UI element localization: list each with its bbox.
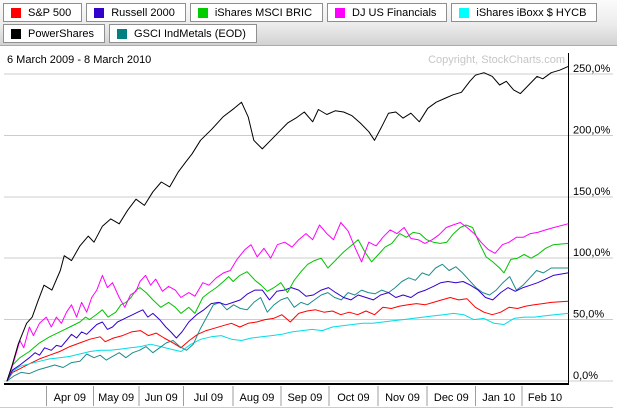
- month-label-feb-10: Feb 10: [528, 392, 562, 404]
- legend-item-label: iShares MSCI BRIC: [214, 6, 313, 19]
- legend-swatch-s-p-500: [11, 7, 21, 18]
- date-range-label: 6 March 2009 - 8 March 2010: [7, 54, 152, 66]
- legend-swatch-russell-2000: [94, 7, 105, 18]
- legend-strip: S&P 500 Russell 2000 iShares MSCI BRIC DJ U…: [0, 0, 617, 46]
- legend-swatch-powershares: [11, 28, 21, 39]
- copyright-label: Copyright, StockCharts.com: [428, 54, 565, 66]
- series-line-s-p-500: [6, 297, 569, 382]
- month-label-nov-09: Nov 09: [385, 392, 420, 404]
- series-line-gsci-indmetals-eod: [6, 263, 569, 382]
- y-tick-label-200: 200,0%: [573, 124, 611, 136]
- legend-item-ishares-iboxx-hycb[interactable]: iShares iBoxx $ HYCB: [451, 3, 598, 22]
- y-tick-label-50: 50,0%: [573, 309, 604, 321]
- month-label-oct-09: Oct 09: [337, 392, 369, 404]
- y-tick-label-100: 100,0%: [573, 247, 611, 259]
- legend-row-1: S&P 500 Russell 2000 iShares MSCI BRIC DJ U…: [3, 3, 617, 24]
- series-line-powershares: [6, 66, 569, 382]
- month-label-jan-10: Jan 10: [482, 392, 515, 404]
- series-line-russell-2000: [6, 272, 569, 382]
- month-label-sep-09: Sep 09: [287, 392, 322, 404]
- legend-swatch-gsci-indmetals-eod: [117, 28, 128, 39]
- legend-item-label: DJ US Financials: [352, 6, 437, 19]
- month-label-apr-09: Apr 09: [54, 392, 86, 404]
- legend-item-label: Russell 2000: [111, 6, 175, 19]
- y-tick-label-250: 250,0%: [573, 63, 611, 75]
- legend-item-s-p-500[interactable]: S&P 500: [3, 3, 83, 22]
- legend-item-label: iShares iBoxx $ HYCB: [476, 6, 587, 19]
- month-label-may-09: May 09: [98, 392, 134, 404]
- y-tick-label-150: 150,0%: [573, 186, 611, 198]
- legend-item-dj-us-financials[interactable]: DJ US Financials: [327, 3, 448, 22]
- y-tick-label-0: 0,0%: [573, 370, 598, 382]
- legend-item-russell-2000[interactable]: Russell 2000: [86, 3, 186, 22]
- series-line-dj-us-financials: [6, 222, 569, 382]
- legend-swatch-ishares-iboxx-hycb: [459, 7, 470, 18]
- series-line-ishares-iboxx-hycb: [6, 312, 569, 382]
- legend-swatch-ishares-msci-bric: [197, 7, 208, 18]
- legend-item-ishares-msci-bric[interactable]: iShares MSCI BRIC: [189, 3, 324, 22]
- legend-item-label: S&P 500: [28, 6, 72, 19]
- legend-item-label: GSCI IndMetals (EOD): [134, 27, 246, 40]
- legend-item-gsci-indmetals-eod[interactable]: GSCI IndMetals (EOD): [109, 24, 257, 43]
- month-label-jun-09: Jun 09: [145, 392, 178, 404]
- legend-item-label: PowerShares: [28, 27, 95, 40]
- month-label-aug-09: Aug 09: [239, 392, 274, 404]
- series-line-ishares-msci-bric: [6, 224, 569, 382]
- month-label-jul-09: Jul 09: [194, 392, 223, 404]
- legend-row-2: PowerShares GSCI IndMetals (EOD): [3, 24, 617, 45]
- legend-swatch-dj-us-financials: [335, 7, 346, 18]
- month-label-dec-09: Dec 09: [434, 392, 469, 404]
- legend-item-powershares[interactable]: PowerShares: [3, 24, 106, 43]
